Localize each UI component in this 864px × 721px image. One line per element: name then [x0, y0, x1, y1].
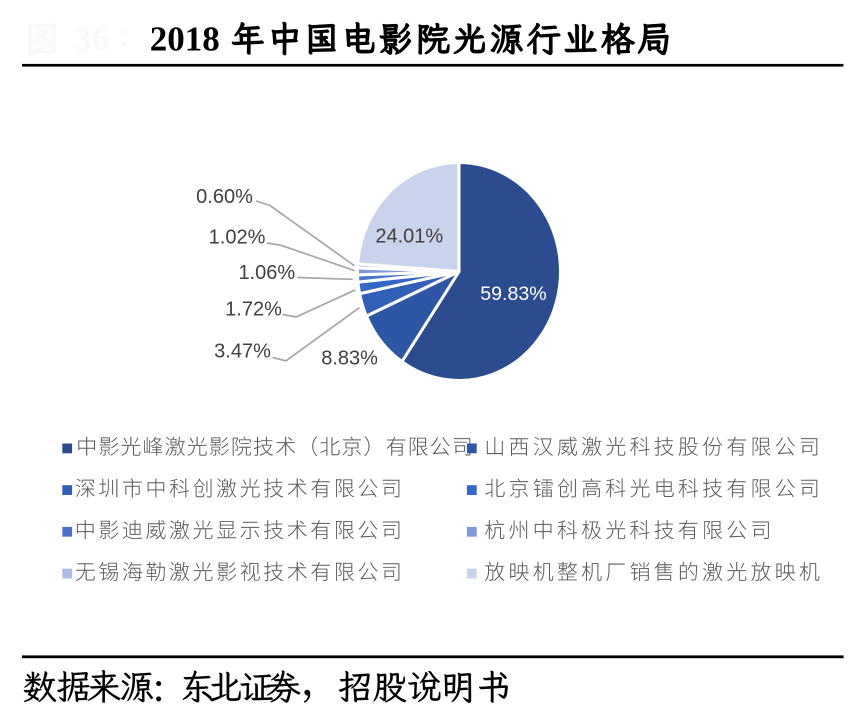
svg-text:0.60%: 0.60% — [196, 186, 253, 208]
svg-text:1.72%: 1.72% — [225, 299, 282, 321]
svg-text:2018: 2018 — [150, 19, 220, 58]
svg-text:1.06%: 1.06% — [238, 262, 295, 284]
svg-text:59.83%: 59.83% — [480, 283, 546, 305]
svg-text:1.02%: 1.02% — [209, 227, 266, 249]
svg-text:3.47%: 3.47% — [214, 340, 271, 362]
svg-text:8.83%: 8.83% — [321, 348, 378, 370]
svg-text:24.01%: 24.01% — [375, 225, 443, 247]
svg-text:36: 36 — [75, 19, 110, 58]
